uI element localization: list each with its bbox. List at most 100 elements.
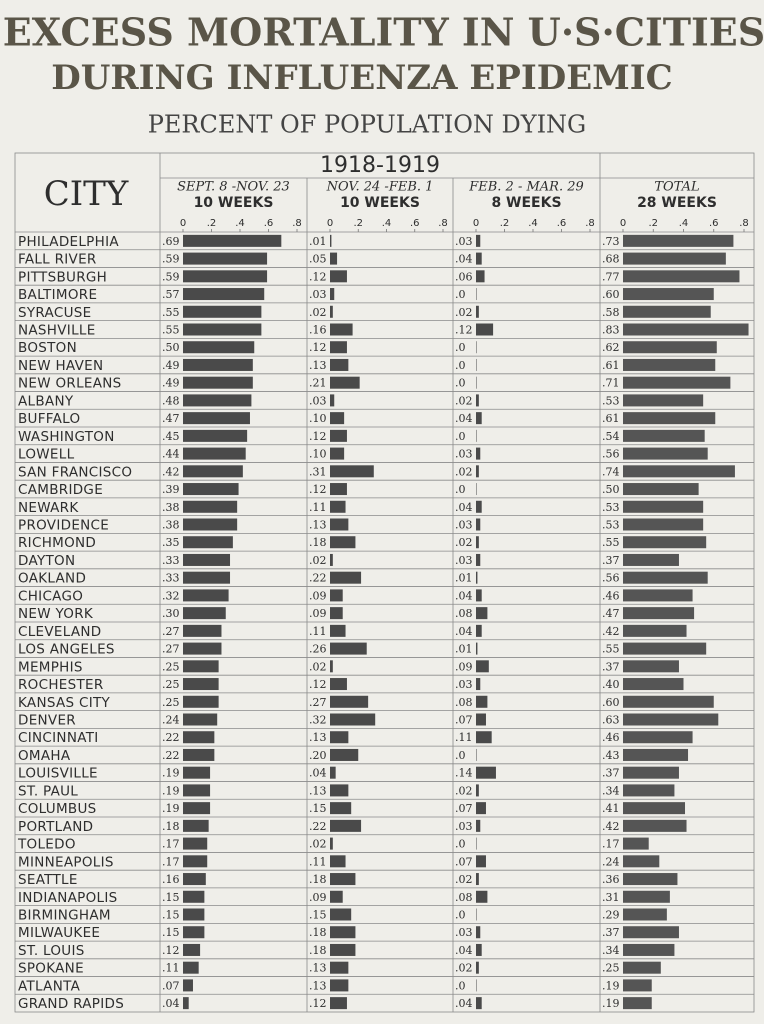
value-label: .02 [455,536,473,549]
value-label: .34 [602,784,620,797]
bar [476,429,477,442]
bar [623,784,675,797]
bar [476,607,488,620]
value-label: .21 [309,377,327,390]
value-label: .08 [455,696,473,709]
category-label: RICHMOND [18,535,96,551]
value-label: .13 [309,784,327,797]
value-label: .02 [455,465,473,478]
bar [476,270,485,283]
bar [183,660,219,673]
bar [623,961,661,974]
bar [476,678,481,691]
bar [476,412,482,425]
value-label: .62 [602,341,620,354]
x-tick-label: 0 [327,218,333,229]
value-label: .08 [455,607,473,620]
category-label: KANSAS CITY [18,695,111,711]
bar [330,731,349,744]
bar [183,890,205,903]
x-tick-label: .4 [679,218,689,229]
bar [330,358,349,371]
bar [330,890,343,903]
value-label: .49 [162,377,180,390]
x-tick-label: .8 [585,218,595,229]
bar [183,997,189,1010]
value-label: .24 [602,855,620,868]
category-label: SPOKANE [18,961,84,977]
bar [330,961,349,974]
series-period: 10 WEEKS [340,195,420,211]
value-label: .02 [455,873,473,886]
bar [330,553,333,566]
bar [623,465,735,478]
bar [183,323,262,336]
bar [476,305,479,318]
category-label: NASHVILLE [18,323,96,339]
value-label: .02 [309,554,327,567]
value-label: .43 [602,749,620,762]
x-tick-label: .6 [709,218,719,229]
bar [623,695,714,708]
category-label: COLUMBUS [18,801,97,817]
bar [476,802,486,815]
category-label: SAN FRANCISCO [18,464,132,480]
bar [183,731,215,744]
bar [476,784,479,797]
bar [476,713,486,726]
category-label: PITTSBURGH [18,269,107,285]
value-label: .41 [602,802,620,815]
bar [330,819,362,832]
value-label: .69 [162,235,180,248]
bar [623,908,667,921]
value-label: .83 [602,324,620,337]
value-label: .42 [162,465,180,478]
bar [183,500,238,513]
bar [623,979,652,992]
value-label: .07 [455,714,473,727]
value-label: .04 [309,767,327,780]
value-label: .33 [162,572,180,585]
bar [623,483,699,496]
bar [476,234,481,247]
value-label: .22 [162,731,180,744]
bar [330,412,345,425]
category-label: DAYTON [18,553,75,569]
category-label: MILWAUKEE [18,925,100,941]
value-label: .03 [455,554,473,567]
value-label: .0 [455,838,466,851]
bar [330,571,362,584]
bar [183,429,248,442]
bar [183,943,201,956]
bar [330,376,360,389]
value-label: .50 [602,483,620,496]
value-label: .26 [309,643,327,656]
bar [476,518,481,531]
bar [330,713,376,726]
value-label: .15 [162,909,180,922]
x-tick-label: .8 [438,218,448,229]
value-label: .27 [162,643,180,656]
bar [183,553,231,566]
value-label: .15 [309,909,327,922]
series-period: 10 WEEKS [194,195,274,211]
value-label: .53 [602,519,620,532]
category-label: ST. LOUIS [18,943,85,959]
bar [476,819,481,832]
value-label: .03 [455,235,473,248]
category-label: CINCINNATI [18,730,99,746]
bar [623,429,705,442]
value-label: .37 [602,554,620,567]
bar [330,483,347,496]
bar [330,607,343,620]
value-label: .47 [162,412,180,425]
value-label: .0 [455,430,466,443]
bar [476,908,477,921]
category-label: BALTIMORE [18,287,97,303]
value-label: .35 [162,536,180,549]
value-label: .24 [162,714,180,727]
category-label: OMAHA [18,748,71,764]
value-label: .19 [162,802,180,815]
bar [623,926,679,939]
